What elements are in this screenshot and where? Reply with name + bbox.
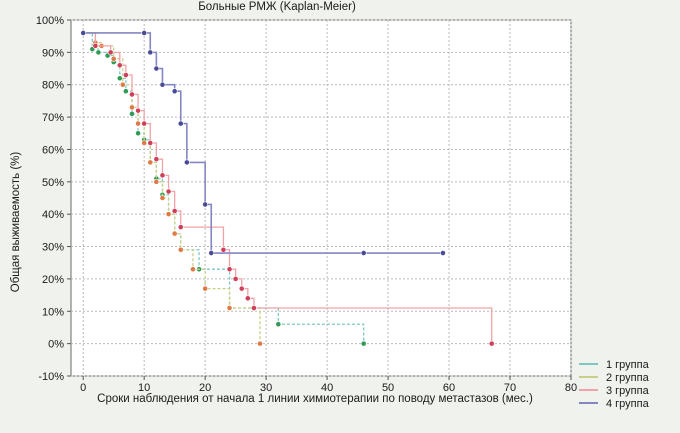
legend-label: 3 группа: [606, 385, 650, 397]
data-point: [135, 107, 141, 114]
data-point: [360, 250, 367, 256]
data-point: [92, 42, 99, 49]
x-axis: 0 10 20 30 40 50 60 70 80: [80, 376, 577, 394]
data-point: [171, 208, 178, 214]
y-tick-label: 30%: [42, 242, 64, 254]
data-point: [171, 230, 178, 237]
y-tick-label: 70%: [42, 112, 64, 124]
data-point: [257, 340, 263, 347]
data-point: [177, 224, 184, 231]
data-point: [122, 72, 129, 78]
series-3: [80, 30, 495, 347]
data-point: [141, 120, 148, 127]
data-point: [147, 159, 154, 166]
x-tick-label: 0: [80, 382, 86, 394]
grid: [71, 19, 572, 377]
y-tick-label: 60%: [42, 144, 64, 156]
data-point: [226, 266, 233, 273]
survival-curve: [83, 32, 365, 344]
x-axis-title: Сроки наблюдения от начала 1 линии химио…: [97, 393, 533, 405]
y-tick-label: 0%: [48, 339, 64, 351]
data-point: [135, 130, 141, 137]
data-point: [238, 285, 245, 292]
data-point: [226, 305, 233, 311]
data-point: [95, 49, 102, 56]
data-point: [129, 91, 135, 98]
survival-curve: [83, 32, 261, 344]
data-point: [159, 81, 166, 88]
data-point: [202, 201, 209, 208]
y-tick-label: 50%: [42, 177, 64, 189]
data-point: [135, 120, 141, 127]
data-point: [190, 266, 196, 273]
data-point: [141, 30, 148, 36]
y-tick-label: 90%: [42, 47, 64, 59]
y-axis-title: Общая выживаемость (%): [10, 152, 22, 293]
data-point: [165, 188, 172, 195]
data-point: [208, 250, 215, 256]
data-point: [116, 75, 123, 82]
chart-title: Больные РМЖ (Kaplan-Meier): [198, 1, 356, 13]
x-tick-label: 80: [565, 382, 577, 394]
data-point: [80, 30, 87, 36]
data-point: [153, 178, 160, 185]
x-tick-label: 60: [443, 382, 455, 394]
y-tick-label: 20%: [42, 274, 64, 286]
legend-label: 4 группа: [606, 398, 650, 410]
data-point: [122, 88, 129, 95]
series-4: [80, 30, 446, 256]
x-tick-label: 40: [321, 382, 333, 394]
legend-label: 2 группа: [606, 372, 650, 384]
x-tick-label: 50: [382, 382, 394, 394]
y-tick-label: 10%: [42, 306, 64, 318]
y-tick-label: -10%: [38, 371, 64, 383]
data-point: [244, 295, 251, 302]
data-point: [202, 285, 209, 292]
x-tick-label: 30: [260, 382, 272, 394]
y-tick-label: 100%: [36, 15, 64, 27]
legend-label: 1 группа: [606, 359, 650, 371]
data-point: [171, 88, 178, 95]
data-point: [177, 246, 184, 253]
data-point: [147, 49, 154, 56]
data-point: [153, 156, 160, 163]
data-point: [107, 49, 114, 56]
data-point: [119, 81, 126, 88]
data-point: [251, 305, 257, 311]
data-point: [116, 62, 123, 69]
x-tick-label: 20: [199, 382, 211, 394]
data-point: [165, 211, 172, 218]
data-point: [141, 140, 148, 146]
data-point: [110, 55, 117, 62]
data-point: [147, 140, 154, 146]
data-point: [275, 321, 282, 328]
x-tick-label: 70: [504, 382, 516, 394]
data-point: [440, 250, 446, 256]
series-2: [80, 30, 263, 347]
data-point: [159, 195, 166, 201]
plot-area: [70, 19, 572, 377]
data-point: [177, 120, 184, 127]
data-point: [129, 104, 135, 111]
data-point: [220, 246, 227, 253]
series-layer: [80, 30, 495, 347]
data-point: [183, 159, 190, 166]
y-axis: -10% 0% 10% 20% 30% 40% 50% 60% 70% 80% 90% 100%: [36, 15, 71, 383]
data-point: [232, 276, 239, 282]
y-tick-label: 80%: [42, 80, 64, 92]
data-point: [159, 172, 166, 179]
data-point: [153, 65, 160, 72]
x-tick-label: 10: [138, 382, 150, 394]
data-point: [360, 340, 367, 347]
y-tick-label: 40%: [42, 209, 64, 221]
data-point: [488, 340, 495, 347]
data-point: [129, 110, 135, 117]
